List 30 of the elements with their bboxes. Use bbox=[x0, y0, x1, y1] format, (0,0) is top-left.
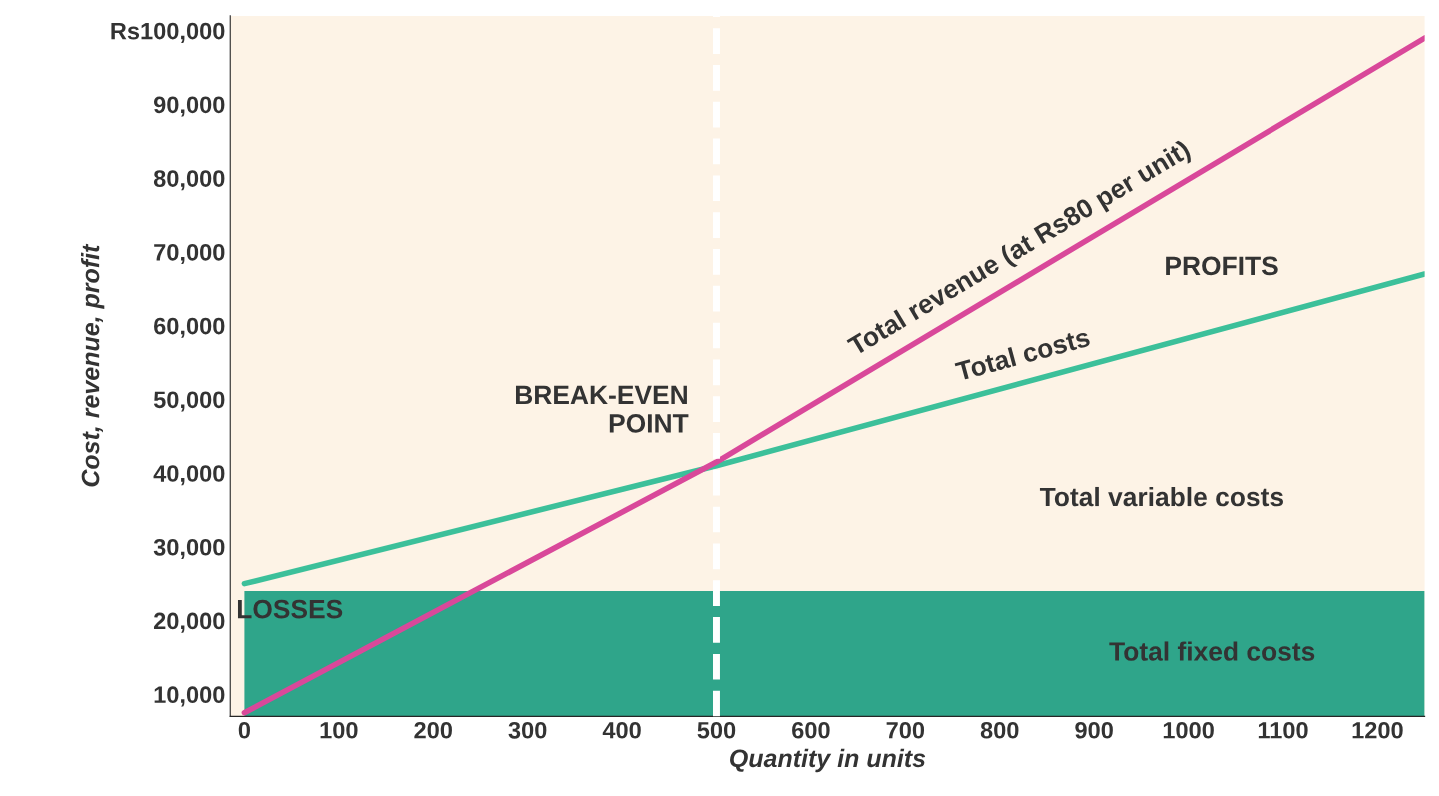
x-tick-label: 200 bbox=[414, 721, 452, 739]
x-tick-label: 300 bbox=[508, 721, 547, 739]
x-tick-label: 1200 bbox=[1352, 721, 1403, 739]
annotation: Total variable costs bbox=[1039, 486, 1283, 507]
y-tick-label: 90,000 bbox=[153, 96, 225, 117]
y-tick-label: Rs100,000 bbox=[111, 22, 225, 43]
text: Total costs bbox=[954, 326, 1091, 382]
y-tick-label: 70,000 bbox=[154, 243, 225, 265]
y-axis-title: Cost, revenue, profit bbox=[81, 243, 105, 487]
x-tick-label: 400 bbox=[602, 721, 641, 739]
y-tick-label: 30,000 bbox=[153, 538, 225, 560]
annotation: BREAK-EVEN POINT bbox=[515, 385, 689, 433]
x-tick-label: 0 bbox=[238, 721, 250, 739]
x-tick-label: 600 bbox=[792, 721, 830, 739]
y-tick-label: 20,000 bbox=[153, 612, 225, 633]
x-tick-label: 700 bbox=[886, 721, 925, 739]
annotation: PROFITS bbox=[1166, 256, 1278, 276]
x-tick-label: 500 bbox=[697, 721, 736, 739]
x-axis-title: Quantity in units bbox=[730, 748, 926, 773]
x-tick-label: 1100 bbox=[1258, 721, 1308, 739]
y-tick-label: 10,000 bbox=[154, 686, 225, 707]
x-tick-label: 800 bbox=[980, 721, 1019, 739]
x-tick-label: 900 bbox=[1075, 721, 1113, 739]
y-tick-label: 60,000 bbox=[154, 317, 225, 338]
y-tick-label: 50,000 bbox=[153, 391, 225, 412]
x-tick-label: 100 bbox=[320, 721, 358, 739]
y-tick-label: 80,000 bbox=[153, 170, 225, 191]
y-tick-label: 40,000 bbox=[153, 465, 225, 486]
x-tick-label: 1000 bbox=[1163, 721, 1214, 739]
series-label: Total fixed costs bbox=[1109, 641, 1315, 661]
